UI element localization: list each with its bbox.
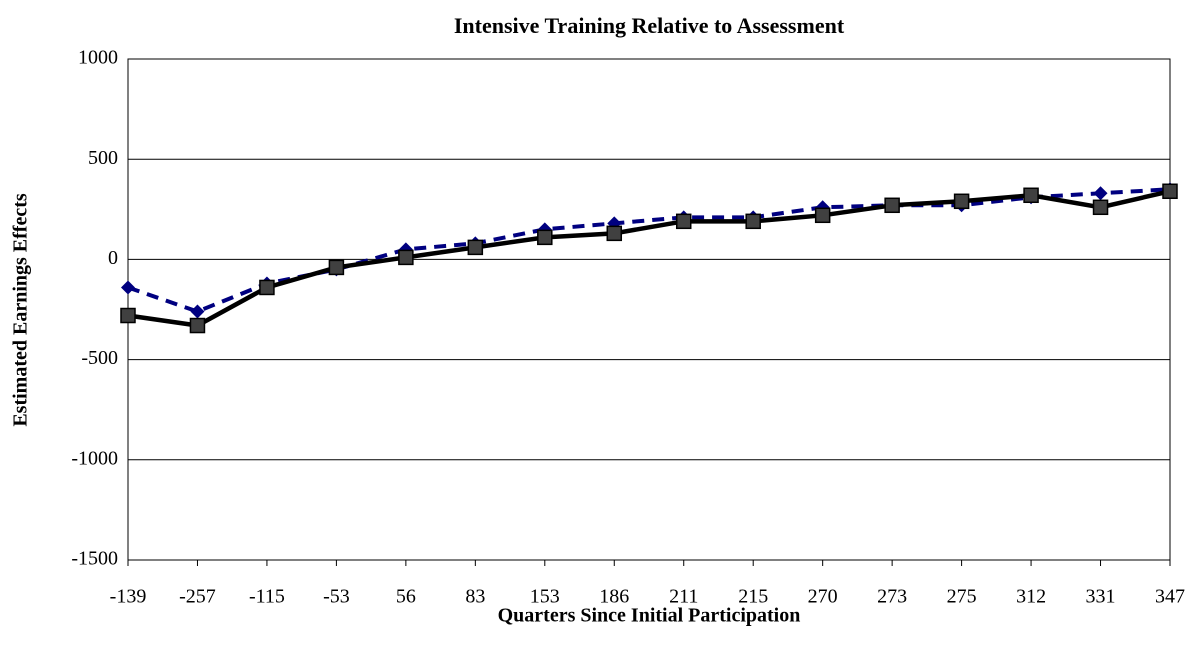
x-tick-label: 270 [808, 586, 838, 608]
square-marker [189, 317, 206, 334]
square-marker [1023, 187, 1039, 204]
y-axis-label: Estimated Earnings Effects [10, 193, 32, 427]
x-tick-label: 211 [669, 586, 698, 608]
x-tick-label: 273 [877, 586, 907, 608]
y-tick-label: -500 [81, 347, 118, 369]
y-tick-label: 500 [88, 147, 118, 169]
square-marker [120, 307, 136, 324]
x-tick-label: -139 [110, 586, 147, 608]
diamond-marker [190, 304, 205, 319]
x-tick-label: 83 [465, 586, 485, 608]
diamond-marker [121, 280, 135, 295]
y-tick-label: 1000 [78, 47, 118, 69]
x-tick-label: -53 [323, 586, 350, 608]
x-tick-label: 215 [738, 586, 768, 608]
x-tick-label: -115 [249, 586, 285, 608]
x-tick-label: 153 [530, 586, 560, 608]
x-tick-label: 331 [1086, 586, 1116, 608]
square-marker [675, 213, 692, 230]
chart-title: Intensive Training Relative to Assessmen… [454, 13, 845, 38]
x-tick-label: 347 [1155, 586, 1185, 608]
square-marker [1092, 199, 1109, 216]
y-tick-label: 0 [108, 247, 118, 269]
y-tick-label: -1500 [71, 548, 118, 570]
x-tick-label: 312 [1016, 586, 1046, 608]
x-axis-label: Quarters Since Initial Participation [498, 605, 801, 627]
x-tick-label: 56 [396, 586, 416, 608]
square-marker [1162, 183, 1178, 200]
square-marker [814, 207, 831, 224]
series-line [127, 189, 1171, 328]
plot-border [127, 58, 1171, 561]
x-tick-label: 275 [947, 586, 977, 608]
square-marker [953, 193, 970, 210]
x-tick-label: 186 [599, 586, 629, 608]
series-line [127, 187, 1171, 314]
diamond-marker [1093, 186, 1108, 201]
square-marker [884, 197, 900, 214]
square-marker [398, 249, 414, 266]
square-marker [259, 279, 275, 296]
y-tick-label: -1000 [71, 447, 118, 469]
square-marker [328, 259, 345, 276]
x-tick-label: -257 [179, 586, 216, 608]
square-marker [606, 225, 623, 242]
square-marker [745, 213, 761, 230]
square-marker [467, 239, 484, 256]
square-marker [537, 229, 553, 246]
